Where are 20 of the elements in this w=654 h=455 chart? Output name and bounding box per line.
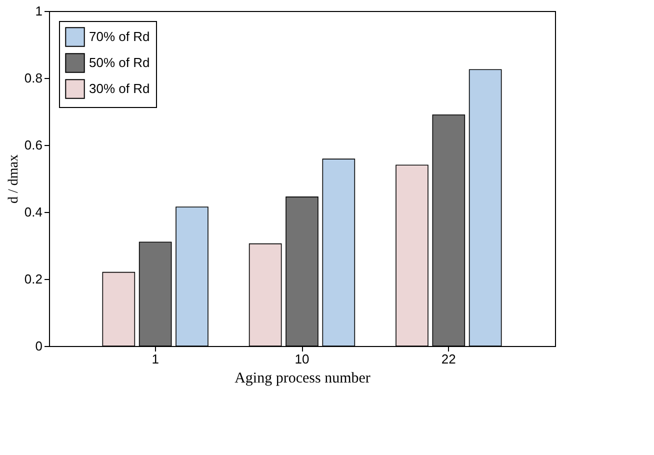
bar — [396, 164, 428, 346]
legend-label: 30% of Rd — [89, 81, 150, 96]
x-tick-label: 1 — [152, 352, 159, 366]
y-tick-label: 0.2 — [24, 272, 42, 286]
bar — [176, 206, 208, 346]
legend-label: 70% of Rd — [89, 29, 150, 44]
bar — [102, 272, 136, 346]
y-tick-label: 0.8 — [24, 70, 42, 86]
bar — [322, 158, 356, 346]
y-axis-title: d / dmax — [6, 154, 22, 204]
y-tick-label: 0.6 — [24, 138, 42, 152]
x-axis-title: Aging process number — [234, 370, 370, 386]
legend-label: 50% of Rd — [89, 55, 150, 70]
bar — [248, 243, 282, 346]
x-tick-label: 22 — [441, 352, 456, 366]
y-tick-label: 0.4 — [24, 204, 42, 220]
x-tick-label: 10 — [294, 352, 310, 366]
y-tick-label: 0 — [35, 338, 42, 354]
y-tick-label: 1 — [35, 4, 42, 18]
bar — [468, 69, 502, 346]
